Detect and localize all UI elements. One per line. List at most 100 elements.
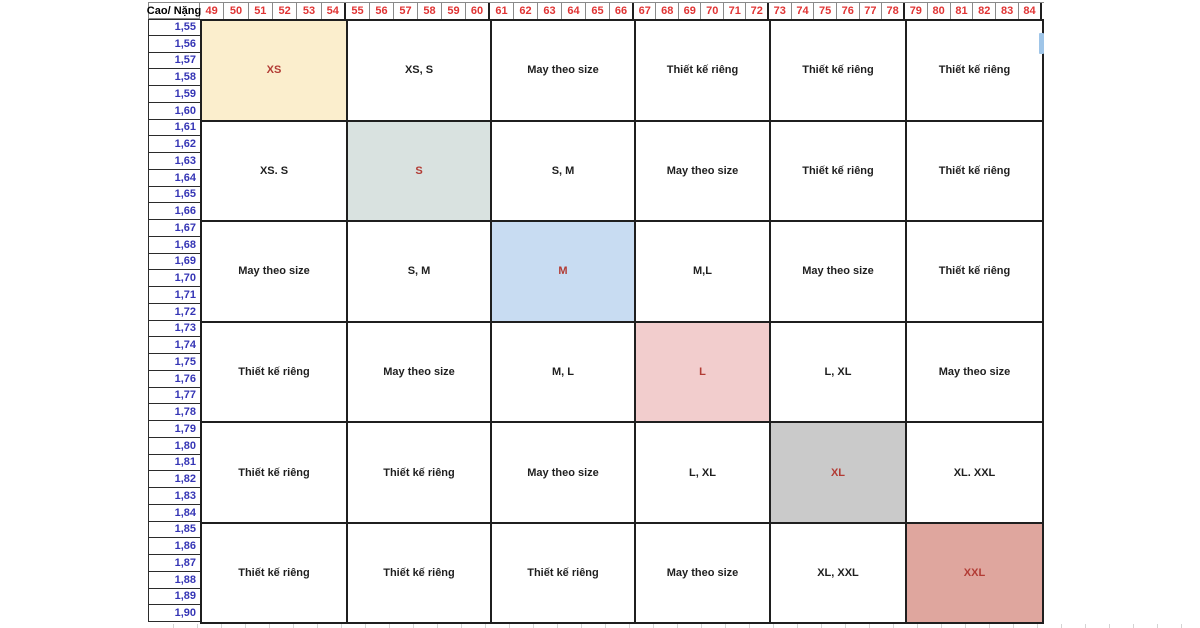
height-cell[interactable]: 1,67 xyxy=(148,220,200,237)
weight-header-cell[interactable]: 52 xyxy=(273,3,298,19)
corner-label-cell[interactable]: Cao/ Nặng xyxy=(147,3,201,19)
height-cell[interactable]: 1,85 xyxy=(148,521,200,539)
weight-header-cell[interactable]: 55 xyxy=(346,3,370,19)
height-cell[interactable]: 1,55 xyxy=(148,19,200,36)
height-cell[interactable]: 1,56 xyxy=(148,35,200,53)
size-cell[interactable]: May theo size xyxy=(348,322,492,424)
weight-header-cell[interactable]: 50 xyxy=(224,3,249,19)
size-cell[interactable]: L, XL xyxy=(771,322,907,424)
height-cell[interactable]: 1,78 xyxy=(148,404,200,421)
height-cell[interactable]: 1,68 xyxy=(148,236,200,254)
size-cell[interactable]: Thiết kế riêng xyxy=(636,21,771,122)
size-cell[interactable]: Thiết kế riêng xyxy=(202,322,348,424)
height-cell[interactable]: 1,74 xyxy=(148,337,200,354)
size-cell[interactable]: Thiết kế riêng xyxy=(348,523,492,625)
size-cell[interactable]: XL, XXL xyxy=(771,523,907,625)
size-cell[interactable]: Thiết kế riêng xyxy=(771,121,907,223)
weight-header-cell[interactable]: 84 xyxy=(1019,3,1042,19)
size-cell[interactable]: XL xyxy=(771,423,907,524)
height-cell[interactable]: 1,60 xyxy=(148,102,200,120)
height-cell[interactable]: 1,81 xyxy=(148,454,200,472)
size-cell[interactable]: S, M xyxy=(492,121,636,223)
size-cell[interactable]: May theo size xyxy=(636,523,771,625)
size-cell[interactable]: May theo size xyxy=(492,21,636,122)
weight-header-cell[interactable]: 58 xyxy=(418,3,442,19)
height-cell[interactable]: 1,69 xyxy=(148,253,200,271)
height-cell[interactable]: 1,79 xyxy=(148,421,200,438)
height-cell[interactable]: 1,77 xyxy=(148,387,200,405)
weight-header-cell[interactable]: 63 xyxy=(538,3,562,19)
weight-header-cell[interactable]: 72 xyxy=(746,3,769,19)
weight-header-cell[interactable]: 54 xyxy=(322,3,346,19)
height-cell[interactable]: 1,65 xyxy=(148,186,200,204)
height-cell[interactable]: 1,61 xyxy=(148,119,200,137)
weight-header-cell[interactable]: 81 xyxy=(951,3,974,19)
height-cell[interactable]: 1,71 xyxy=(148,287,200,304)
weight-header-cell[interactable]: 66 xyxy=(610,3,634,19)
weight-header-cell[interactable]: 78 xyxy=(882,3,905,19)
size-cell[interactable]: XS. S xyxy=(202,121,348,223)
size-cell[interactable]: May theo size xyxy=(771,222,907,323)
size-cell[interactable]: XL. XXL xyxy=(907,423,1044,524)
size-cell[interactable]: May theo size xyxy=(636,121,771,223)
weight-header-cell[interactable]: 56 xyxy=(370,3,394,19)
height-cell[interactable]: 1,62 xyxy=(148,136,200,153)
weight-header-cell[interactable]: 76 xyxy=(837,3,860,19)
size-cell[interactable]: Thiết kế riêng xyxy=(348,423,492,524)
height-cell[interactable]: 1,75 xyxy=(148,354,200,371)
size-cell[interactable]: Thiết kế riêng xyxy=(771,21,907,122)
weight-header-cell[interactable]: 65 xyxy=(586,3,610,19)
size-cell[interactable]: M xyxy=(492,222,636,323)
height-cell[interactable]: 1,87 xyxy=(148,555,200,572)
height-cell[interactable]: 1,90 xyxy=(148,605,200,622)
weight-header-cell[interactable]: 53 xyxy=(297,3,322,19)
size-cell[interactable]: Thiết kế riêng xyxy=(492,523,636,625)
height-cell[interactable]: 1,88 xyxy=(148,571,200,589)
weight-header-cell[interactable]: 82 xyxy=(973,3,997,19)
size-cell[interactable]: May theo size xyxy=(492,423,636,524)
height-cell[interactable]: 1,59 xyxy=(148,86,200,103)
size-cell[interactable]: S xyxy=(348,121,492,223)
weight-header-cell[interactable]: 49 xyxy=(200,3,225,19)
height-cell[interactable]: 1,83 xyxy=(148,488,200,505)
size-cell[interactable]: S, M xyxy=(348,222,492,323)
size-cell[interactable]: XS xyxy=(202,21,348,122)
weight-header-cell[interactable]: 59 xyxy=(442,3,466,19)
height-cell[interactable]: 1,84 xyxy=(148,504,200,522)
size-cell[interactable]: Thiết kế riêng xyxy=(202,423,348,524)
height-cell[interactable]: 1,66 xyxy=(148,203,200,220)
weight-header-cell[interactable]: 74 xyxy=(792,3,815,19)
size-cell[interactable]: XS, S xyxy=(348,21,492,122)
weight-header-cell[interactable]: 75 xyxy=(814,3,837,19)
height-cell[interactable]: 1,73 xyxy=(148,320,200,338)
height-cell[interactable]: 1,70 xyxy=(148,270,200,287)
height-cell[interactable]: 1,76 xyxy=(148,370,200,388)
weight-header-cell[interactable]: 77 xyxy=(860,3,883,19)
size-cell[interactable]: L, XL xyxy=(636,423,771,524)
weight-header-cell[interactable]: 83 xyxy=(996,3,1020,19)
weight-header-cell[interactable]: 60 xyxy=(466,3,490,19)
height-cell[interactable]: 1,58 xyxy=(148,69,200,86)
weight-header-cell[interactable]: 79 xyxy=(905,3,928,19)
height-cell[interactable]: 1,89 xyxy=(148,588,200,606)
weight-header-cell[interactable]: 69 xyxy=(679,3,702,19)
weight-header-cell[interactable]: 61 xyxy=(490,3,514,19)
size-cell[interactable]: Thiết kế riêng xyxy=(202,523,348,625)
size-cell[interactable]: XXL xyxy=(907,523,1044,625)
height-cell[interactable]: 1,86 xyxy=(148,538,200,555)
weight-header-cell[interactable]: 67 xyxy=(634,3,657,19)
height-cell[interactable]: 1,64 xyxy=(148,169,200,187)
weight-header-cell[interactable]: 70 xyxy=(701,3,724,19)
size-cell[interactable]: L xyxy=(636,322,771,424)
size-cell[interactable]: May theo size xyxy=(907,322,1044,424)
selection-handle[interactable] xyxy=(1039,33,1044,54)
height-cell[interactable]: 1,80 xyxy=(148,437,200,455)
weight-header-cell[interactable]: 73 xyxy=(769,3,792,19)
size-cell[interactable]: Thiết kế riêng xyxy=(907,222,1044,323)
height-cell[interactable]: 1,63 xyxy=(148,153,200,170)
weight-header-cell[interactable]: 71 xyxy=(724,3,747,19)
height-cell[interactable]: 1,57 xyxy=(148,52,200,70)
weight-header-cell[interactable]: 51 xyxy=(249,3,273,19)
height-cell[interactable]: 1,72 xyxy=(148,303,200,321)
weight-header-cell[interactable]: 80 xyxy=(928,3,951,19)
